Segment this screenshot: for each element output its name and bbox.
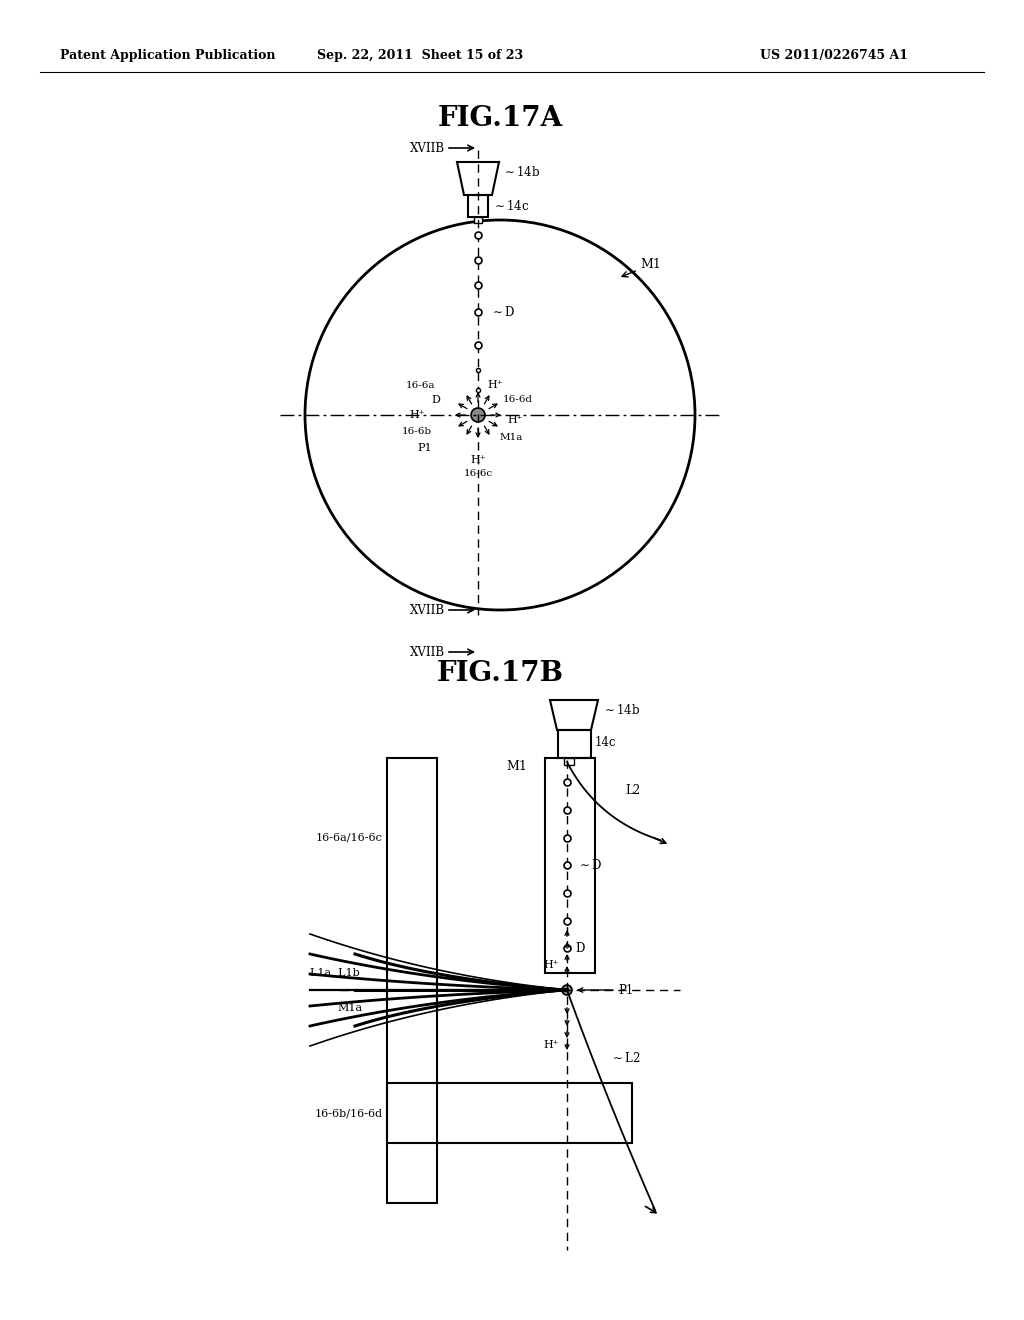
Text: 16-6a/16-6c: 16-6a/16-6c [316,833,383,843]
Text: US 2011/0226745 A1: US 2011/0226745 A1 [760,49,908,62]
Text: FIG.17A: FIG.17A [437,106,562,132]
Text: M1: M1 [640,259,660,272]
Text: 16-6c: 16-6c [464,470,493,479]
Circle shape [471,408,485,422]
Text: D: D [431,395,440,405]
Bar [545,758,595,973]
Bar [387,1082,632,1143]
Text: H⁺: H⁺ [507,414,522,425]
Circle shape [562,985,572,995]
Text: 16-6d: 16-6d [503,396,534,404]
Text: $\sim$L2: $\sim$L2 [610,1051,640,1065]
Text: H⁺: H⁺ [487,380,503,389]
Text: H⁺: H⁺ [470,455,485,465]
Bar [468,195,488,216]
Text: $\sim$14c: $\sim$14c [492,199,529,213]
Text: H⁺: H⁺ [544,1040,559,1049]
Text: L2: L2 [625,784,640,796]
Text: $\sim$14b: $\sim$14b [602,704,640,717]
Bar [387,758,437,1203]
Text: 16-6a: 16-6a [406,380,435,389]
Text: Patent Application Publication: Patent Application Publication [60,49,275,62]
Text: 16-6b/16-6d: 16-6b/16-6d [314,1107,383,1118]
Text: XVIIB: XVIIB [410,141,445,154]
Text: FIG.17B: FIG.17B [436,660,563,686]
Text: 16-6b: 16-6b [401,428,432,437]
Text: M1a: M1a [338,1003,362,1012]
Text: M1: M1 [506,760,527,774]
Text: Sep. 22, 2011  Sheet 15 of 23: Sep. 22, 2011 Sheet 15 of 23 [317,49,523,62]
Text: XVIIB: XVIIB [410,603,445,616]
Text: P1: P1 [418,444,432,453]
Text: $\sim$D: $\sim$D [490,305,515,319]
Text: L1a, L1b: L1a, L1b [310,968,360,977]
Text: 14c: 14c [595,737,616,750]
Text: D: D [575,941,585,954]
Bar [564,758,574,766]
Bar [558,730,591,758]
Text: H⁺: H⁺ [410,411,425,420]
Text: $\sim$D: $\sim$D [577,858,602,873]
Text: XVIIB: XVIIB [410,645,445,659]
Text: P1: P1 [618,983,633,997]
Text: H⁺: H⁺ [544,960,559,970]
Text: M1a: M1a [500,433,523,442]
Text: $\sim$14b: $\sim$14b [502,165,541,180]
Bar [474,216,482,223]
